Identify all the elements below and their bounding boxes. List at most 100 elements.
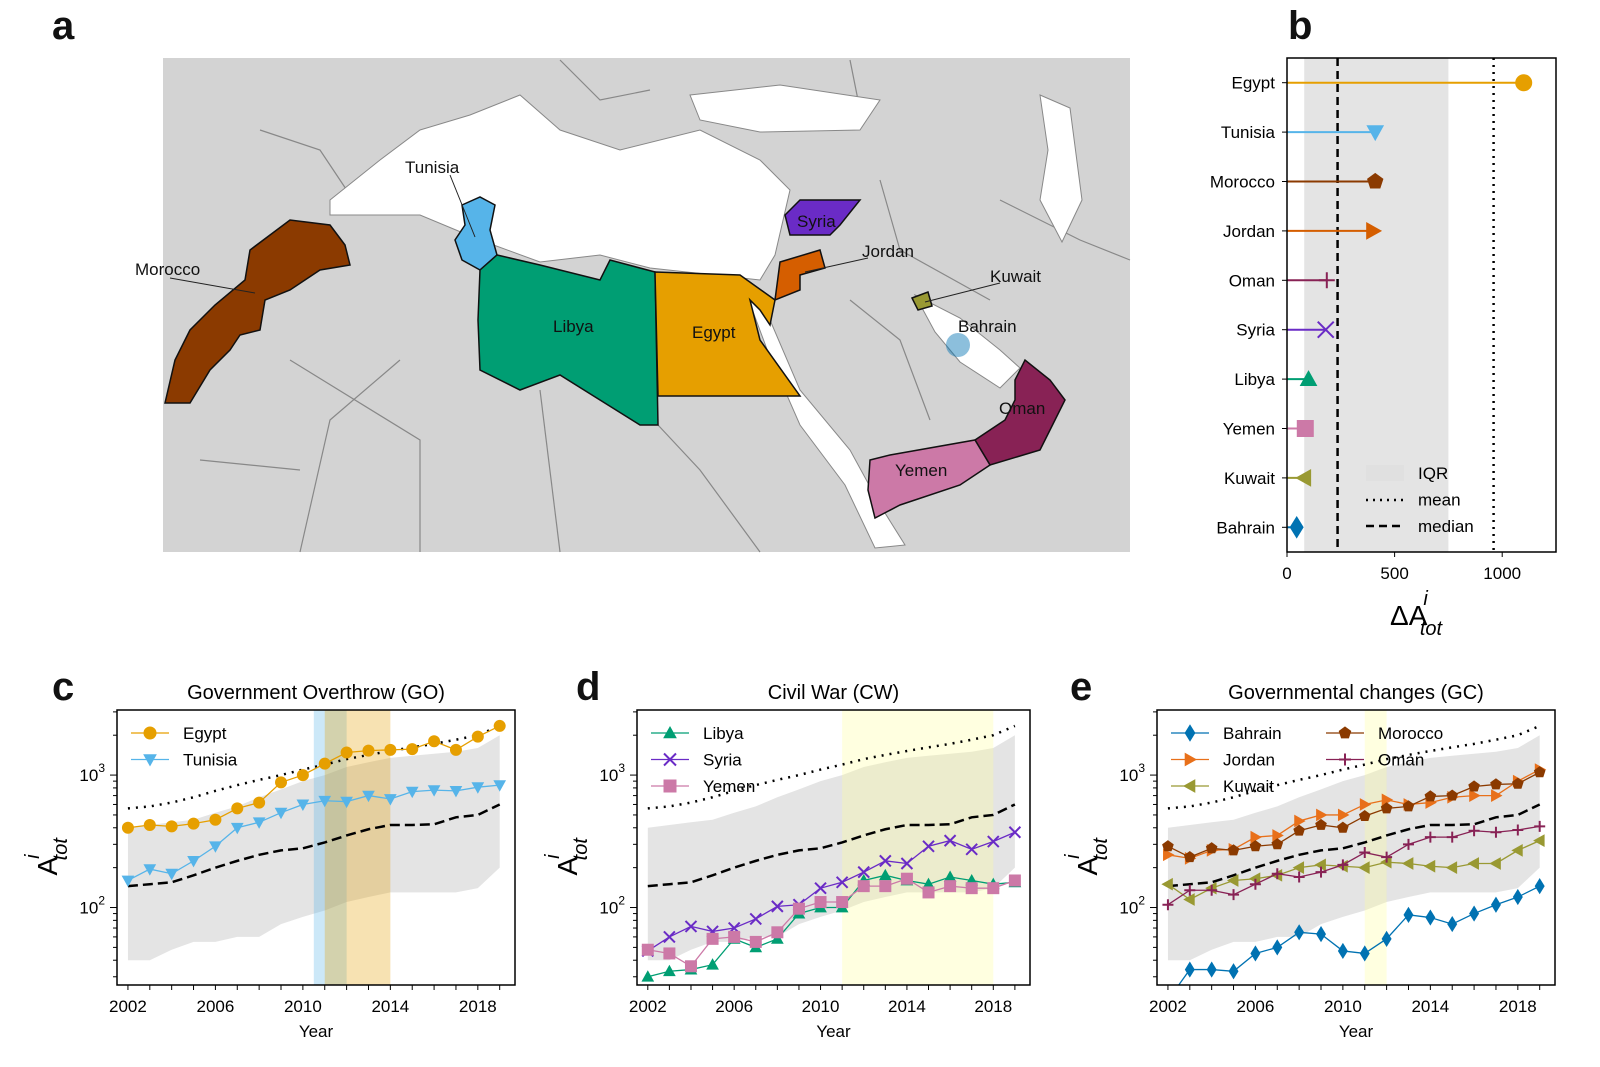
data-point-oman xyxy=(1381,851,1393,863)
legend-label-median: median xyxy=(1418,517,1474,536)
x-axis-label: Year xyxy=(1339,1022,1374,1041)
marker-egypt xyxy=(1515,74,1533,92)
data-point-oman xyxy=(1228,889,1240,901)
data-point-tunisia xyxy=(340,796,353,809)
xtick-label: 1000 xyxy=(1483,564,1521,583)
data-point-kuwait xyxy=(1533,834,1545,847)
legend-label-iqr: IQR xyxy=(1418,464,1448,483)
border-line xyxy=(849,299,931,421)
series-line-tunisia xyxy=(127,784,500,882)
legend-label-bahrain: Bahrain xyxy=(1223,724,1282,743)
marker-kuwait xyxy=(1295,469,1312,487)
data-point-kuwait xyxy=(1467,857,1479,870)
data-point-bahrain xyxy=(1534,878,1545,895)
mean-line xyxy=(647,724,1016,810)
data-point-yemen xyxy=(814,896,827,909)
plot-area xyxy=(1161,710,1547,985)
iqr-band xyxy=(1167,735,1540,961)
data-point-syria xyxy=(771,900,784,913)
data-point-libya xyxy=(771,932,784,944)
data-point-syria xyxy=(879,854,892,868)
legend-marker-syria xyxy=(663,752,677,767)
panel-label-c: c xyxy=(52,665,75,709)
data-point-jordan xyxy=(1469,789,1481,802)
plot-area xyxy=(121,710,507,985)
data-point-bahrain xyxy=(1359,945,1370,962)
ytick-label-yemen: Yemen xyxy=(1223,420,1275,439)
legend-marker-kuwait xyxy=(1182,779,1196,793)
data-point-morocco xyxy=(1162,840,1174,852)
median-line xyxy=(647,803,1016,888)
data-point-egypt xyxy=(296,769,309,782)
data-point-yemen xyxy=(879,880,892,893)
x-axis-label: ΔAi tot xyxy=(1390,588,1444,640)
data-point-egypt xyxy=(253,796,266,809)
map-label-bahrain: Bahrain xyxy=(958,317,1017,336)
data-point-jordan xyxy=(1250,830,1262,844)
country-morocco xyxy=(164,219,351,404)
sea xyxy=(689,84,881,133)
series-kuwait xyxy=(1161,834,1545,906)
data-point-syria xyxy=(835,876,849,889)
data-point-bahrain xyxy=(1447,915,1458,933)
xtick-label: 2018 xyxy=(1499,997,1537,1016)
data-point-oman xyxy=(1402,838,1414,850)
ytick-exponent: 3 xyxy=(618,761,625,775)
ytick-label: 102 xyxy=(79,894,105,918)
border-line xyxy=(299,359,401,553)
border-line xyxy=(199,459,301,471)
legend-marker-jordan xyxy=(1184,752,1198,767)
median-line xyxy=(127,803,501,888)
data-point-oman xyxy=(1424,831,1436,843)
data-point-bahrain xyxy=(1337,942,1348,960)
data-point-oman xyxy=(1271,868,1283,880)
panel-label-a: a xyxy=(52,4,75,48)
x-axis-label-sup: i xyxy=(1423,588,1428,610)
data-point-yemen xyxy=(1008,874,1021,887)
legend-marker-libya xyxy=(663,725,677,739)
data-point-libya xyxy=(878,868,892,881)
data-point-bahrain xyxy=(1184,961,1195,978)
map-label-tunisia: Tunisia xyxy=(405,158,460,177)
data-point-jordan xyxy=(1316,808,1328,822)
border-line xyxy=(539,389,561,553)
data-point-kuwait xyxy=(1445,861,1458,874)
data-point-egypt xyxy=(231,802,244,815)
xtick-label: 2010 xyxy=(802,997,840,1016)
legend-label-mean: mean xyxy=(1418,491,1461,510)
data-point-oman xyxy=(1359,847,1371,859)
data-point-oman xyxy=(1184,884,1196,896)
data-point-yemen xyxy=(771,926,784,939)
data-point-oman xyxy=(1490,826,1502,838)
series-tunisia xyxy=(121,780,507,888)
data-point-bahrain xyxy=(1512,888,1523,906)
y-axis-label-sub: tot xyxy=(50,837,72,861)
data-point-yemen xyxy=(857,880,870,893)
data-point-egypt xyxy=(209,813,222,826)
data-point-egypt xyxy=(449,743,462,756)
data-point-libya xyxy=(641,970,655,982)
series-yemen xyxy=(641,872,1021,973)
y-axis-label-sub: tot xyxy=(570,837,592,861)
ytick-label-egypt: Egypt xyxy=(1232,74,1276,93)
axes-frame xyxy=(1286,57,1557,553)
ytick-label-kuwait: Kuwait xyxy=(1224,469,1275,488)
xtick-label: 2014 xyxy=(1411,997,1449,1016)
map-label-libya: Libya xyxy=(553,317,594,336)
data-point-tunisia xyxy=(384,794,397,806)
data-point-tunisia xyxy=(296,799,310,811)
data-point-oman xyxy=(1293,871,1305,883)
data-point-bahrain xyxy=(1425,909,1436,926)
country-oman xyxy=(973,358,1066,466)
legend-label-tunisia: Tunisia xyxy=(183,751,238,770)
data-point-egypt xyxy=(340,746,353,759)
ytick-exponent: 2 xyxy=(1138,894,1145,908)
data-point-egypt xyxy=(428,735,441,748)
map-label-egypt: Egypt xyxy=(692,323,736,342)
y-axis-label-sup: i xyxy=(542,854,564,859)
data-point-bahrain xyxy=(1272,939,1283,956)
data-point-morocco xyxy=(1249,840,1262,852)
data-point-syria xyxy=(749,912,762,926)
data-point-tunisia xyxy=(449,785,463,798)
data-point-egypt xyxy=(471,730,484,743)
